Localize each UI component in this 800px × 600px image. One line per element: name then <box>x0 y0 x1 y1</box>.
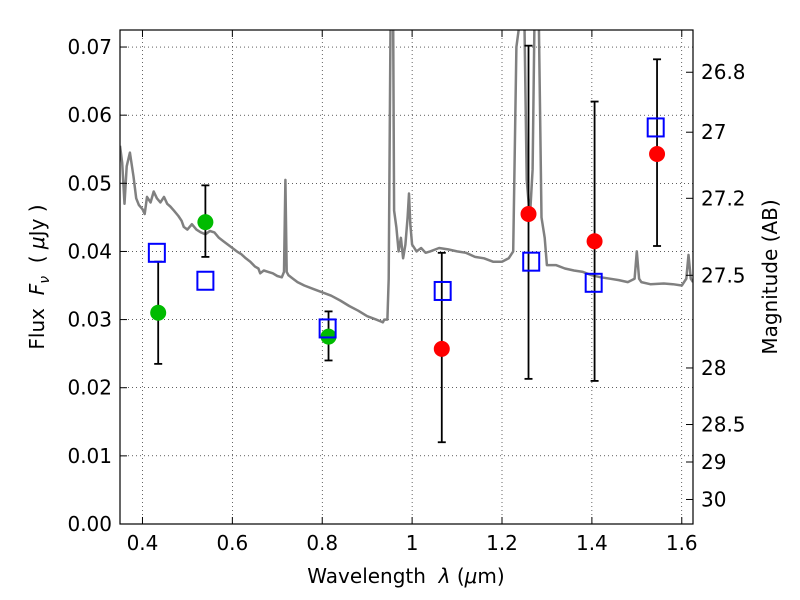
error-bars <box>154 44 662 444</box>
data-point-circle <box>520 205 537 222</box>
model-square-marker <box>646 117 665 138</box>
y2-tick-label: 28.5 <box>701 413 746 437</box>
y-axis-label: Flux Fν ( μJy ) <box>25 204 53 349</box>
y2-tick-label: 29 <box>701 450 726 474</box>
x-tick-label: 1 <box>406 531 419 555</box>
x-tick-label: 1.4 <box>576 531 608 555</box>
data-point-circle <box>649 146 666 163</box>
y2-tick-label: 30 <box>701 487 726 511</box>
y-tick-label: 0.03 <box>67 308 112 332</box>
plot-area <box>120 30 693 324</box>
x-tick-label: 1.2 <box>486 531 518 555</box>
y2-tick-label: 27.2 <box>701 186 746 210</box>
model-square-marker <box>147 242 166 263</box>
y2-tick-label: 26.8 <box>701 60 746 84</box>
x-tick-label: 0.8 <box>306 531 338 555</box>
spectrum-line <box>120 30 693 324</box>
y-tick-label: 0.02 <box>67 376 112 400</box>
data-point-circle <box>433 340 450 357</box>
data-point-circle <box>150 304 167 321</box>
y-tick-label: 0.05 <box>67 171 112 195</box>
model-square-marker <box>196 270 215 291</box>
model-square-marker <box>318 318 337 339</box>
model-square-marker <box>433 280 452 301</box>
plot-frame <box>119 29 694 525</box>
x-axis-label: Wavelength λ (μm) <box>307 564 504 588</box>
y-tick-label: 0.01 <box>67 444 112 468</box>
data-point-circle <box>197 214 214 231</box>
x-tick-label: 0.6 <box>216 531 248 555</box>
model-square-marker <box>522 251 541 272</box>
x-tick-label: 0.4 <box>127 531 159 555</box>
axis-ticks: 0.4 0.6 0.8 1 1.2 1.4 1.6 0.00 0.01 0.02 0.03 0.04 0… <box>67 30 746 555</box>
x-tick-label: 1.6 <box>666 531 698 555</box>
model-square-marker <box>584 272 603 293</box>
data-point-circle <box>586 233 603 250</box>
y2-tick-label: 28 <box>701 356 726 380</box>
markers <box>147 117 666 357</box>
y-tick-label: 0.04 <box>67 239 112 263</box>
y2-tick-label: 27.5 <box>701 263 746 287</box>
y2-axis-label: Magnitude (AB) <box>758 199 782 354</box>
y-tick-label: 0.07 <box>67 35 112 59</box>
y-tick-label: 0.00 <box>67 512 112 536</box>
y2-tick-label: 27 <box>701 120 726 144</box>
y-tick-label: 0.06 <box>67 103 112 127</box>
